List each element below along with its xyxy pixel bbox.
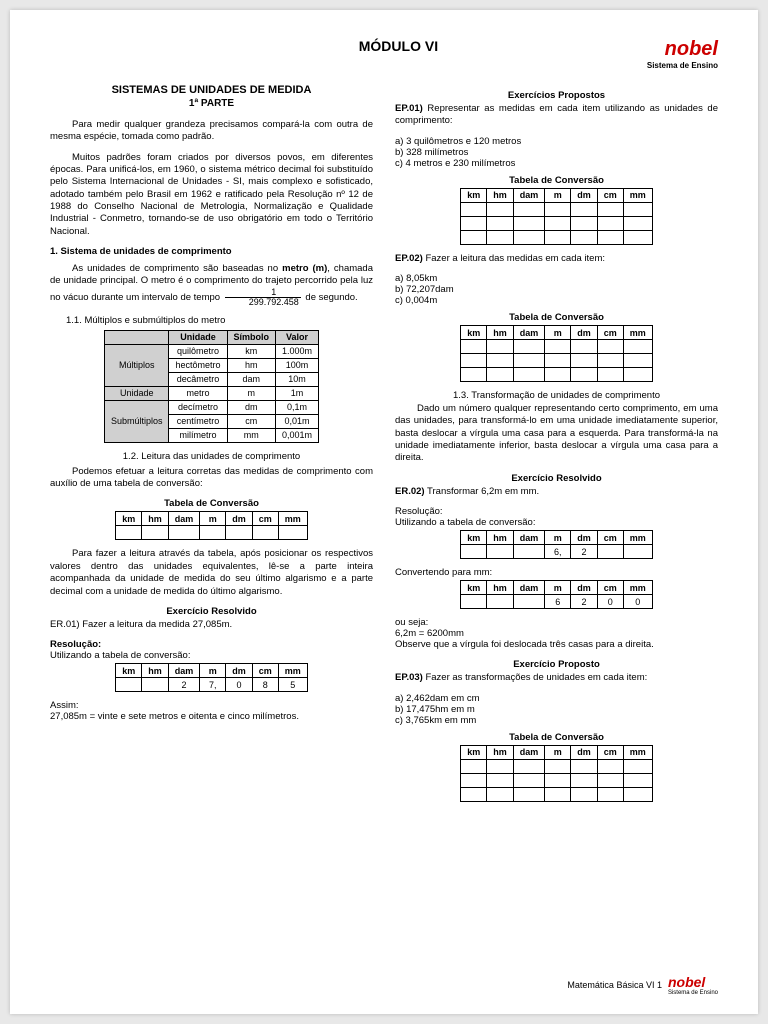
p6: Dado um número qualquer representando ce… — [395, 403, 718, 465]
er1-q-text: ER.01) Fazer a leitura da medida 27,085m… — [50, 619, 232, 630]
er2-line1: Utilizando a tabela de conversão: — [395, 517, 718, 528]
er2-res: Resolução: — [395, 506, 718, 517]
footer: Matemática Básica VI 1 nobel Sistema de … — [50, 974, 718, 996]
er2-ou: ou seja: — [395, 617, 718, 628]
er2-q: ER.02) Transformar 6,2m em mm. — [395, 486, 718, 498]
p3b: metro (m) — [282, 263, 327, 274]
p4: Podemos efetuar a leitura corretas das m… — [50, 466, 373, 491]
page: MÓDULO VI nobel Sistema de Ensino SISTEM… — [10, 10, 758, 1014]
p5: Para fazer a leitura através da tabela, … — [50, 548, 373, 597]
ep1-c: c) 4 metros e 230 milímetros — [395, 158, 718, 169]
footer-brand: nobel — [668, 974, 705, 990]
er1-ans: 27,085m = vinte e sete metros e oitenta … — [50, 711, 373, 722]
ep1-q-text: Representar as medidas em cada item util… — [395, 103, 718, 126]
er2-obs: Observe que a vírgula foi deslocada três… — [395, 639, 718, 651]
brand-sub: Sistema de Ensino — [647, 61, 718, 70]
section-1-heading: 1. Sistema de unidades de comprimento — [50, 246, 373, 257]
ep2-q: EP.02) Fazer a leitura das medidas em ca… — [395, 253, 718, 265]
ep3-q: EP.03) Fazer as transformações de unidad… — [395, 672, 718, 684]
p3a: As unidades de comprimento são baseadas … — [72, 263, 282, 274]
fraction: 1299.792.458 — [225, 288, 301, 307]
ep2-c: c) 0,004m — [395, 295, 718, 306]
er1-assim: Assim: — [50, 700, 373, 711]
ep1-q: EP.01) Representar as medidas em cada it… — [395, 103, 718, 128]
ep1-a: a) 3 quilômetros e 120 metros — [395, 136, 718, 147]
er1-res-text: Resolução: — [50, 639, 101, 650]
ep2-a: a) 8,05km — [395, 273, 718, 284]
footer-logo: nobel Sistema de Ensino — [668, 974, 718, 996]
frac-den: 299.792.458 — [225, 298, 301, 307]
sub-1-3: 1.3. Transformação de unidades de compri… — [395, 390, 718, 401]
er1-table: kmhmdammdmcmmm27,085 — [115, 663, 308, 692]
p3: As unidades de comprimento são baseadas … — [50, 263, 373, 307]
ep2-b: b) 72,207dam — [395, 284, 718, 295]
brand-name: nobel — [665, 38, 718, 60]
er2-ans: 6,2m = 6200mm — [395, 628, 718, 639]
footer-text: Matemática Básica VI 1 — [567, 980, 662, 990]
right-column: Exercícios Propostos EP.01) Representar … — [395, 84, 718, 810]
conv-ep3: kmhmdammdmcmmm — [460, 745, 653, 802]
er1-q: ER.01) Fazer a leitura da medida 27,085m… — [50, 619, 373, 631]
intro-p1: Para medir qualquer grandeza precisamos … — [50, 119, 373, 144]
er2-table1: kmhmdammdmcmmm6,2 — [460, 530, 653, 559]
sub-1-1: 1.1. Múltiplos e submúltiplos do metro — [66, 315, 373, 326]
content-columns: SISTEMAS DE UNIDADES DE MEDIDA 1ª PARTE … — [50, 84, 718, 810]
doc-title: SISTEMAS DE UNIDADES DE MEDIDA — [50, 84, 373, 96]
footer-brand-sub: Sistema de Ensino — [668, 990, 718, 996]
ep3-q-text: Fazer as transformações de unidades em c… — [425, 672, 647, 683]
doc-subtitle: 1ª PARTE — [50, 98, 373, 109]
tc-title-2: Tabela de Conversão — [395, 175, 718, 186]
conv-table-empty-1: kmhmdammdmcmmm — [115, 511, 308, 540]
er2-q-text: Transformar 6,2m em mm. — [427, 486, 539, 497]
module-title: MÓDULO VI — [150, 38, 647, 54]
er2-table2: kmhmdammdmcmmm6200 — [460, 580, 653, 609]
left-column: SISTEMAS DE UNIDADES DE MEDIDA 1ª PARTE … — [50, 84, 373, 810]
er-title-1: Exercício Resolvido — [50, 606, 373, 617]
ep3-c: c) 3,765km em mm — [395, 715, 718, 726]
intro-p2: Muitos padrões foram criados por diverso… — [50, 152, 373, 238]
er1-res: Resolução: — [50, 639, 373, 650]
p3d: de segundo. — [303, 292, 358, 303]
tc-title-1: Tabela de Conversão — [50, 498, 373, 509]
units-table: UnidadeSímboloValorMúltiplosquilômetrokm… — [104, 330, 319, 443]
logo: nobel Sistema de Ensino — [647, 38, 718, 70]
tc-title-3: Tabela de Conversão — [395, 312, 718, 323]
ep-prop-title: Exercício Proposto — [395, 659, 718, 670]
er1-line: Utilizando a tabela de conversão: — [50, 650, 373, 661]
ep-title: Exercícios Propostos — [395, 90, 718, 101]
sub-1-2: 1.2. Leitura das unidades de comprimento — [50, 451, 373, 462]
ep3-b: b) 17,475hm em m — [395, 704, 718, 715]
er2-line2: Convertendo para mm: — [395, 567, 718, 578]
ep2-q-text: Fazer a leitura das medidas em cada item… — [425, 253, 605, 264]
ep1-b: b) 328 milímetros — [395, 147, 718, 158]
er2-title: Exercício Resolvido — [395, 473, 718, 484]
conv-ep2: kmhmdammdmcmmm — [460, 325, 653, 382]
ep3-a: a) 2,462dam em cm — [395, 693, 718, 704]
tc-title-4: Tabela de Conversão — [395, 732, 718, 743]
header: MÓDULO VI nobel Sistema de Ensino — [50, 38, 718, 70]
conv-ep1: kmhmdammdmcmmm — [460, 188, 653, 245]
